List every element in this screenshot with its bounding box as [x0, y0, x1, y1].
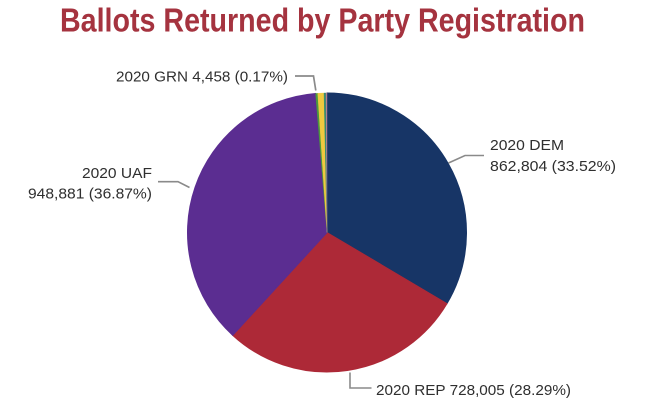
- svg-text:2020 DEM: 2020 DEM: [490, 137, 564, 154]
- svg-text:2020 REP 728,005 (28.29%): 2020 REP 728,005 (28.29%): [376, 382, 571, 399]
- svg-text:862,804 (33.52%): 862,804 (33.52%): [490, 158, 616, 175]
- svg-text:Ballots Returned by Party Regi: Ballots Returned by Party Registration: [60, 2, 585, 39]
- svg-text:948,881 (36.87%): 948,881 (36.87%): [28, 186, 152, 203]
- svg-text:2020 GRN 4,458 (0.17%): 2020 GRN 4,458 (0.17%): [116, 69, 288, 86]
- svg-text:2020 UAF: 2020 UAF: [82, 165, 152, 182]
